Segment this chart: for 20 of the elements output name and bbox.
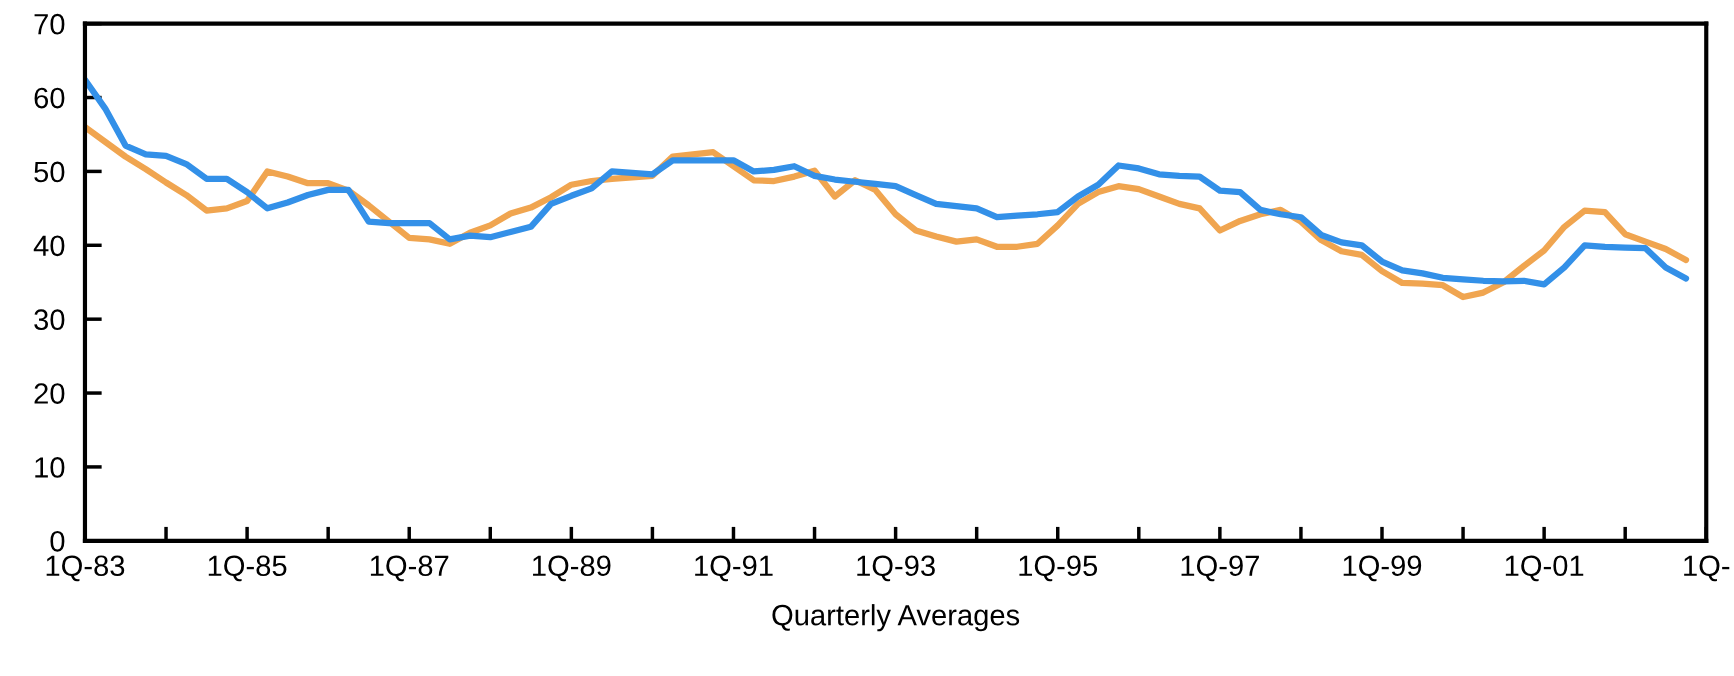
x-tick-label: 1Q-83 bbox=[46, 555, 125, 582]
y-tick-label: 0 bbox=[50, 531, 65, 552]
x-tick-label: 1Q-97 bbox=[1181, 555, 1259, 582]
y-tick-label: 40 bbox=[33, 235, 65, 257]
x-tick-label: 1Q-89 bbox=[533, 555, 611, 582]
x-tick-label: 1Q-85 bbox=[208, 555, 287, 582]
y-tick-label: 70 bbox=[34, 13, 65, 35]
x-tick-label: 1Q-93 bbox=[857, 555, 935, 582]
x-tick-label: 1Q-01 bbox=[1505, 555, 1584, 582]
y-tick-label: 30 bbox=[34, 309, 65, 331]
x-tick-label: 1Q- bbox=[1684, 555, 1730, 582]
y-tick-label: 10 bbox=[35, 457, 65, 478]
x-tick-label: 1Q-95 bbox=[1019, 555, 1098, 582]
x-tick-label: 1Q-99 bbox=[1343, 555, 1422, 582]
y-tick-label: 60 bbox=[34, 87, 65, 109]
y-tick-label: 50 bbox=[34, 161, 65, 183]
x-axis-title: Quarterly Averages bbox=[772, 604, 1020, 632]
x-tick-label: 1Q-87 bbox=[370, 555, 449, 582]
x-tick-label: 1Q-91 bbox=[695, 555, 773, 582]
y-tick-label: 20 bbox=[34, 383, 65, 404]
